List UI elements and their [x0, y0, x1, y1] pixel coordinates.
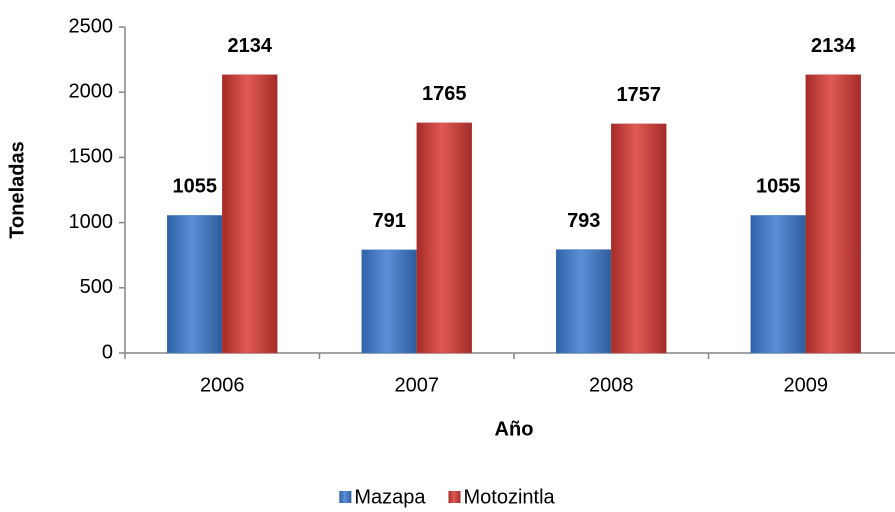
- y-axis-title: Toneladas: [6, 141, 28, 238]
- x-tick-label: 2008: [589, 374, 634, 396]
- bar: [222, 74, 278, 354]
- data-label: 1757: [617, 84, 662, 106]
- legend-swatch: [448, 491, 461, 503]
- legend-label: Motozintla: [464, 486, 556, 508]
- bar: [167, 215, 223, 354]
- data-label: 1055: [756, 176, 801, 198]
- x-tick-label: 2006: [200, 374, 245, 396]
- legend-swatch: [339, 491, 352, 503]
- data-label: 2134: [228, 35, 273, 57]
- bar: [750, 215, 806, 354]
- bar: [805, 74, 861, 354]
- y-tick-label: 2000: [69, 80, 114, 102]
- y-tick-label: 2500: [69, 15, 114, 37]
- legend-item: Mazapa: [339, 486, 426, 508]
- y-tick-label: 1000: [69, 211, 114, 233]
- y-tick-label: 1500: [69, 146, 114, 168]
- x-tick-label: 2009: [784, 374, 829, 396]
- data-label: 1765: [422, 83, 467, 105]
- data-label: 793: [567, 210, 600, 232]
- y-tick-label: 500: [80, 276, 113, 298]
- bar: [416, 122, 472, 354]
- data-label: 791: [373, 210, 406, 232]
- data-label: 1055: [173, 176, 218, 198]
- x-tick-label: 2007: [395, 374, 440, 396]
- bar: [611, 123, 667, 354]
- bar: [361, 249, 417, 354]
- y-tick-label: 0: [102, 341, 113, 363]
- legend-label: Mazapa: [354, 486, 426, 508]
- x-axis-title: Año: [495, 418, 534, 440]
- bar: [556, 249, 612, 354]
- data-label: 2134: [811, 35, 856, 57]
- legend-item: Motozintla: [448, 486, 556, 508]
